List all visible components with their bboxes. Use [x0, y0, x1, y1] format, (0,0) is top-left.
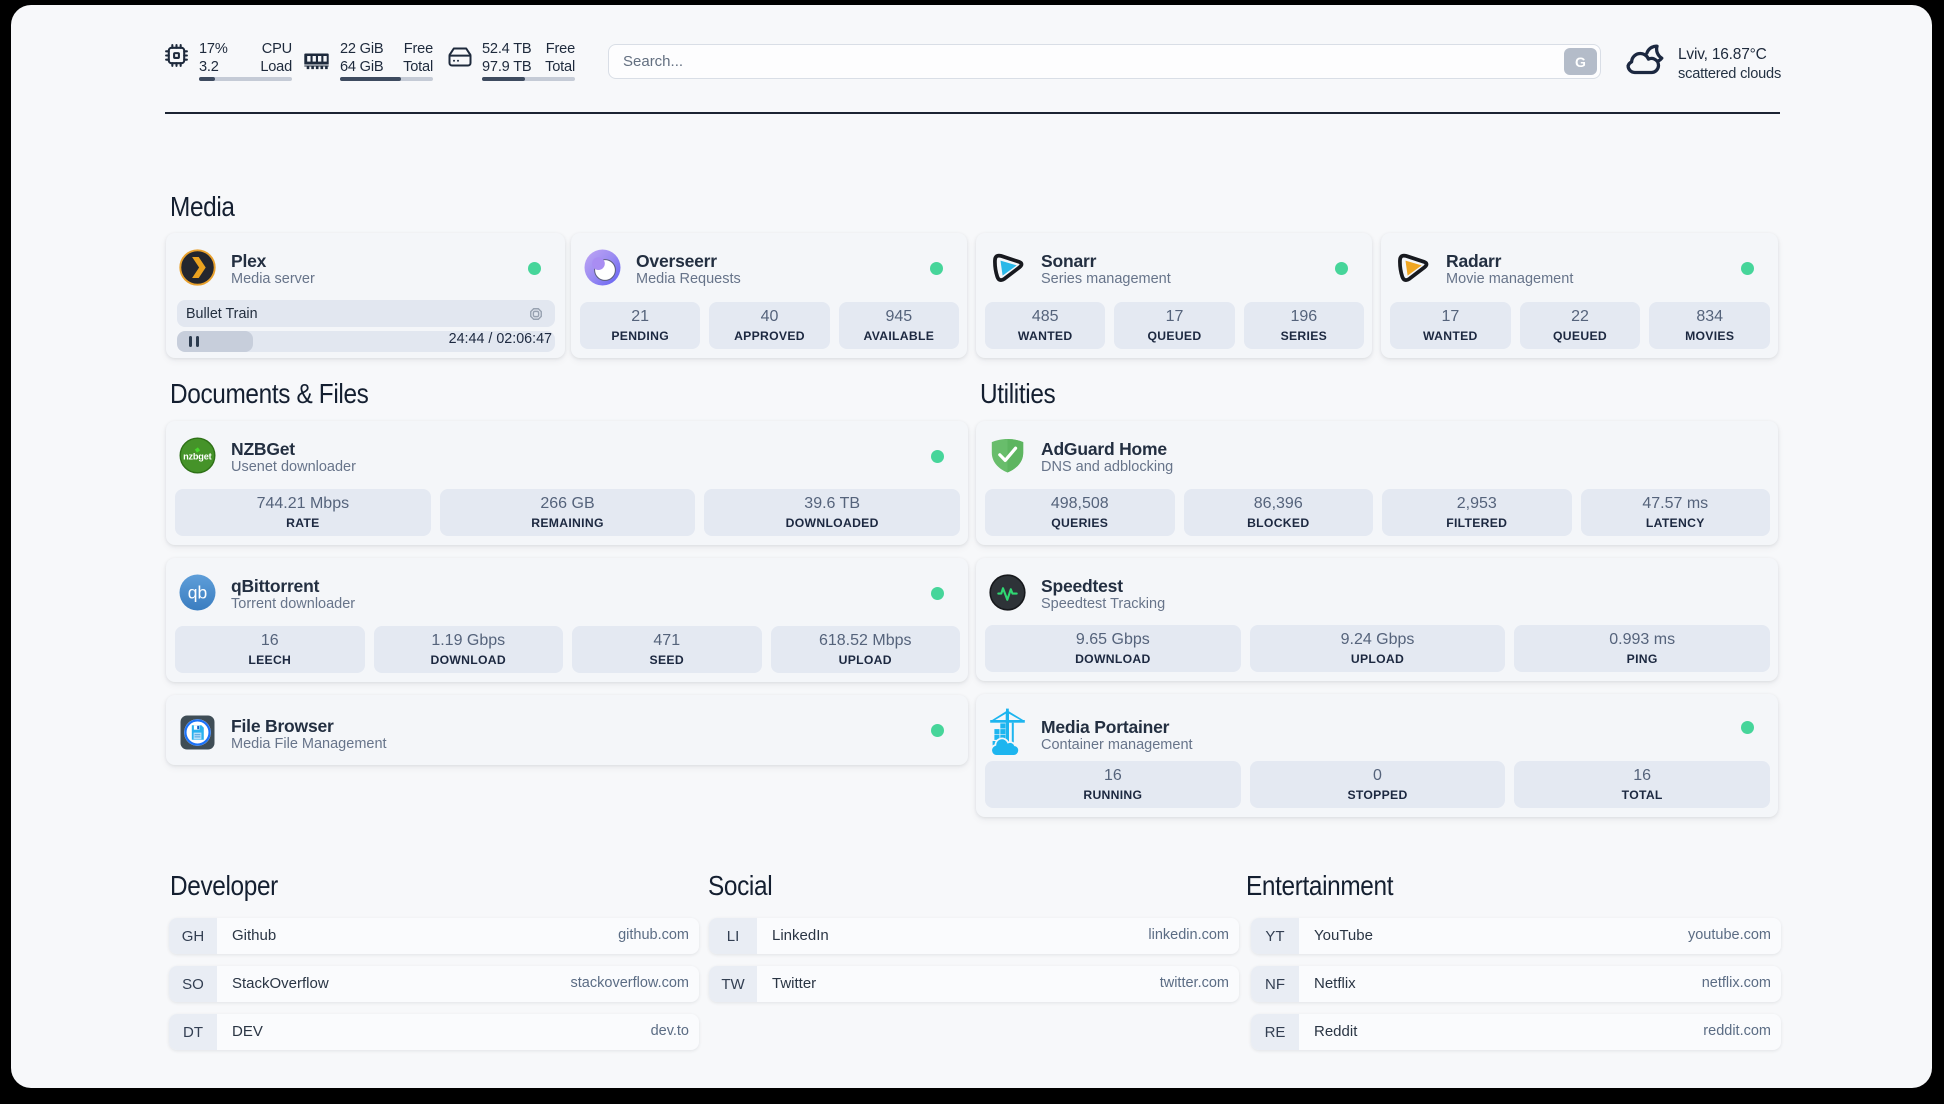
svg-text:qb: qb [188, 582, 207, 602]
svg-text:nzbget: nzbget [183, 451, 212, 461]
